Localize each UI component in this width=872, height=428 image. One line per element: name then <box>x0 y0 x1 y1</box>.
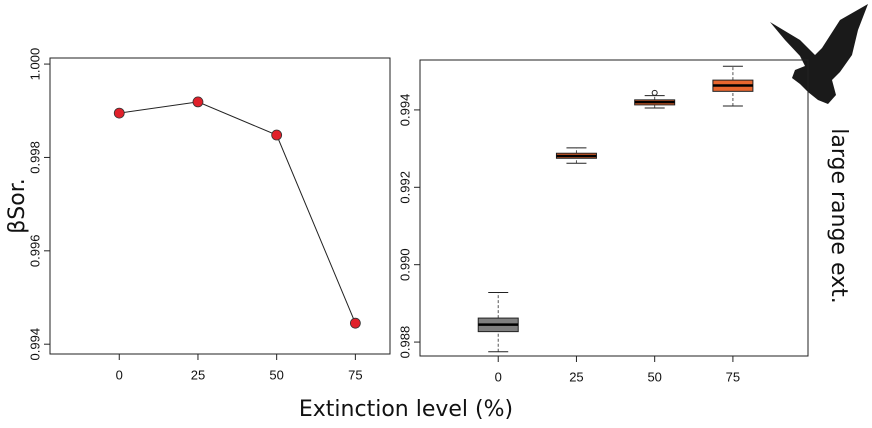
data-point <box>271 129 283 141</box>
y-tick-label: 1.000 <box>27 48 42 81</box>
data-point <box>349 317 361 329</box>
data-point <box>192 96 204 108</box>
outlier <box>651 89 658 96</box>
x-tick-label: 50 <box>269 367 283 382</box>
x-tick-label: 0 <box>495 369 502 384</box>
data-line <box>119 101 356 324</box>
plot-frame <box>419 59 809 357</box>
x-tick-label: 75 <box>726 369 740 384</box>
data-point <box>113 107 125 119</box>
bird-silhouette <box>770 4 868 104</box>
x-tick-label: 75 <box>348 367 362 382</box>
x-tick-label: 25 <box>569 369 583 384</box>
y-tick-label: 0.994 <box>397 94 412 127</box>
y-tick-label: 0.994 <box>27 328 42 361</box>
x-tick-label: 0 <box>116 367 123 382</box>
plot-frame <box>49 57 391 355</box>
y-axis-title: βSor. <box>5 178 30 233</box>
y-tick-label: 0.988 <box>397 326 412 359</box>
y-tick-label: 0.992 <box>397 171 412 204</box>
y-tick-label: 0.990 <box>397 248 412 281</box>
y-tick-label: 0.996 <box>27 235 42 268</box>
y-tick-label: 0.998 <box>27 141 42 174</box>
x-tick-label: 25 <box>191 367 205 382</box>
x-axis-title: Extinction level (%) <box>299 397 513 422</box>
panel-annotation: large range ext. <box>826 128 851 304</box>
x-tick-label: 50 <box>647 369 661 384</box>
